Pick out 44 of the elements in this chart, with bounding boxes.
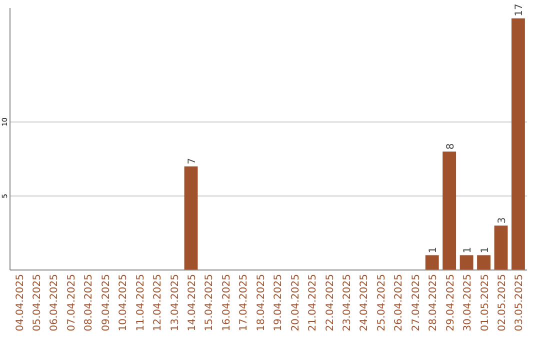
x-tick-label: 07.04.2025 <box>66 274 78 332</box>
x-tick-label: 11.04.2025 <box>135 274 146 332</box>
x-tick-label: 13.04.2025 <box>170 274 181 332</box>
x-tick-label: 09.04.2025 <box>100 274 112 332</box>
bar <box>512 18 525 270</box>
x-tick-label: 30.04.2025 <box>462 274 474 332</box>
bar <box>494 226 508 270</box>
x-tick-label: 21.04.2025 <box>308 274 319 332</box>
x-tick-label: 17.04.2025 <box>238 274 250 332</box>
x-tick-label: 08.04.2025 <box>84 274 95 332</box>
x-tick-label: 12.04.2025 <box>152 274 164 332</box>
data-label: 1 <box>428 246 440 254</box>
bar <box>442 152 456 270</box>
x-tick-label: 23.04.2025 <box>342 274 353 332</box>
x-tick-label: 15.04.2025 <box>204 274 216 332</box>
x-tick-label: 06.04.2025 <box>49 274 60 332</box>
bar <box>477 255 490 270</box>
bar <box>425 255 439 270</box>
x-tick-label: 04.04.2025 <box>14 274 26 332</box>
x-tick-label: 29.04.2025 <box>445 274 456 332</box>
x-tick-label: 24.04.2025 <box>359 274 370 332</box>
x-tick-label: 03.05.2025 <box>514 274 526 332</box>
x-tick-label: 10.04.2025 <box>118 274 130 332</box>
bar <box>184 166 198 270</box>
data-label: 1 <box>462 246 474 254</box>
x-tick-label: 16.04.2025 <box>221 274 232 332</box>
x-tick-label: 05.04.2025 <box>32 274 44 332</box>
data-label: 3 <box>496 217 508 224</box>
bar <box>460 255 474 270</box>
x-tick-label: 19.04.2025 <box>273 274 284 332</box>
x-tick-label: 28.04.2025 <box>428 274 440 332</box>
x-tick-label: 26.04.2025 <box>394 274 405 332</box>
x-tick-label: 22.04.2025 <box>324 274 336 332</box>
data-label: 17 <box>514 4 526 16</box>
data-label: 1 <box>480 246 491 254</box>
x-tick-label: 18.04.2025 <box>256 274 267 332</box>
x-tick-label: 25.04.2025 <box>376 274 388 332</box>
x-tick-label: 14.04.2025 <box>187 274 198 332</box>
x-tick-label: 27.04.2025 <box>410 274 422 332</box>
x-tick-label: 20.04.2025 <box>290 274 302 332</box>
x-tick-label: 02.05.2025 <box>496 274 508 332</box>
data-label: 7 <box>187 158 198 164</box>
data-label: 8 <box>445 143 456 150</box>
x-tick-label: 01.05.2025 <box>480 274 491 332</box>
